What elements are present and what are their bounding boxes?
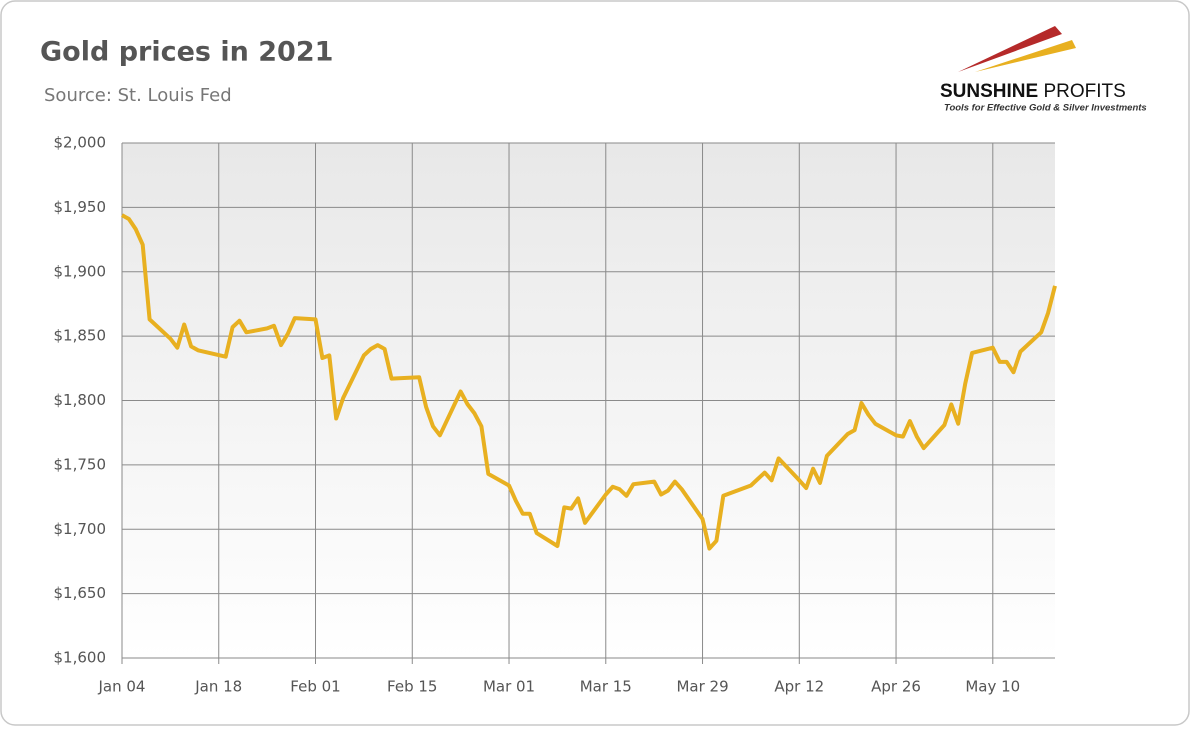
- price-line: [121, 213, 1057, 551]
- logo-name-light: PROFITS: [1043, 81, 1125, 102]
- y-tick-label: $1,900: [54, 262, 107, 280]
- logo-ray: [975, 40, 1076, 72]
- x-tick-label: Mar 01: [483, 678, 535, 696]
- y-tick-label: $1,950: [54, 198, 107, 216]
- y-tick-label: $2,000: [54, 134, 107, 152]
- x-tick-label: Feb 15: [387, 678, 437, 696]
- y-tick-label: $1,700: [54, 520, 107, 538]
- x-tick-label: Feb 01: [290, 678, 340, 696]
- y-tick-label: $1,650: [54, 584, 107, 602]
- logo-name: SUNSHINE PROFITS: [940, 81, 1126, 102]
- chart-title: Gold prices in 2021: [40, 37, 333, 68]
- y-tick-label: $1,750: [54, 455, 107, 473]
- x-tick-label: Mar 29: [676, 678, 728, 696]
- logo: SUNSHINE PROFITS Tools for Effective Gol…: [940, 26, 1147, 114]
- x-tick-label: Apr 12: [774, 678, 824, 696]
- y-tick-label: $1,850: [54, 327, 107, 345]
- y-tick-label: $1,800: [54, 391, 107, 409]
- logo-ray: [958, 26, 1062, 72]
- logo-tagline: Tools for Effective Gold & Silver Invest…: [944, 103, 1147, 114]
- x-tick-label: Jan 04: [98, 678, 146, 696]
- x-tick-label: Jan 18: [194, 678, 242, 696]
- x-tick-label: Apr 26: [871, 678, 921, 696]
- x-tick-label: Mar 15: [580, 678, 632, 696]
- y-tick-label: $1,600: [54, 649, 107, 667]
- x-tick-label: May 10: [965, 678, 1020, 696]
- chart-subtitle: Source: St. Louis Fed: [44, 85, 232, 106]
- logo-name-bold: SUNSHINE: [940, 81, 1038, 102]
